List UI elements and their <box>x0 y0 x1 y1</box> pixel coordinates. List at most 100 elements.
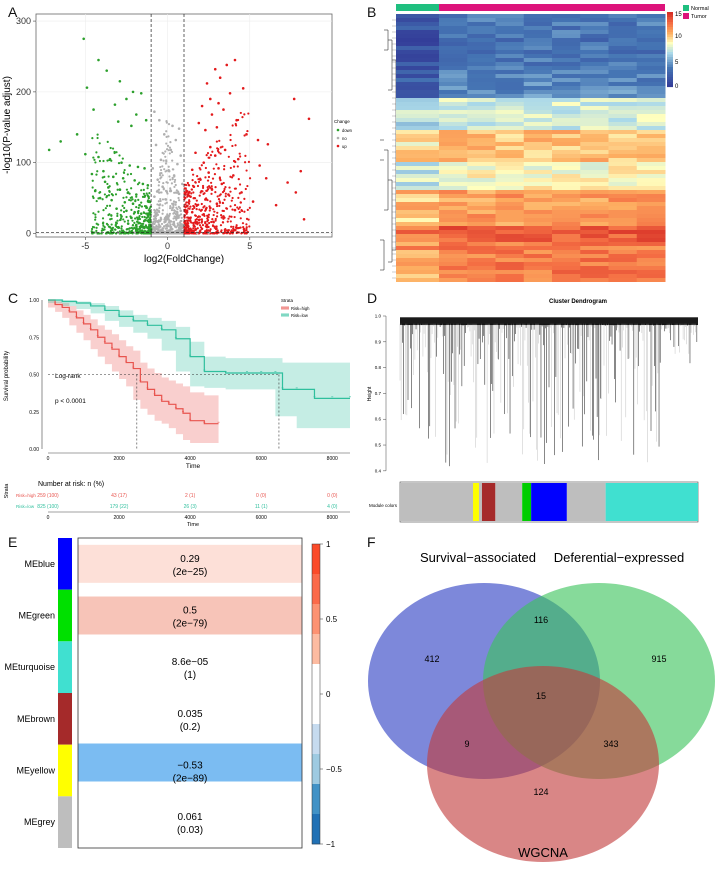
heatmap-tumor-cell <box>580 66 609 70</box>
volcano-point-up <box>213 210 216 213</box>
module-color-grey <box>495 483 523 521</box>
heatmap-tumor-cell <box>495 162 525 166</box>
heatmap-tumor-cell <box>467 78 496 82</box>
volcano-point-no <box>157 184 160 187</box>
volcano-point-up <box>218 200 221 203</box>
volcano-point-up <box>192 222 195 225</box>
volcano-point-down <box>137 198 140 202</box>
heatmap-tumor-cell <box>439 118 468 122</box>
volcano-point-up <box>213 225 216 228</box>
heatmap-tumor-cell <box>552 174 581 178</box>
volcano-point-up <box>201 223 205 227</box>
heatmap-tumor-cell <box>495 86 525 90</box>
heatmap-tumor-cell <box>580 26 609 30</box>
heatmap-tumor-cell <box>580 138 609 142</box>
heatmap-tumor-cell <box>467 222 496 226</box>
heatmap-tumor-cell <box>608 34 638 38</box>
heatmap-tumor-cell <box>439 258 468 262</box>
volcano-point-no <box>165 181 168 184</box>
volcano-point-up <box>210 192 213 195</box>
heatmap-tumor-cell <box>636 78 666 82</box>
volcano-point-down <box>91 186 94 189</box>
volcano-point-no <box>175 218 178 221</box>
heatmap-tumor-cell <box>467 234 496 238</box>
module-colorbar-step <box>312 814 320 845</box>
heatmap-tumor-cell <box>608 134 638 138</box>
heatmap-tumor-cell <box>580 14 609 18</box>
volcano-point-up <box>185 222 189 225</box>
volcano-point-up <box>302 218 306 221</box>
heatmap-tumor-cell <box>495 130 525 134</box>
volcano-point-up <box>198 215 202 218</box>
heatmap-normal-cell <box>396 74 439 78</box>
heatmap-tumor-cell <box>495 18 525 22</box>
volcano-point-down <box>133 210 136 214</box>
heatmap-tumor-cell <box>636 222 666 226</box>
volcano-point-no <box>179 229 182 233</box>
heatmap-tumor-cell <box>467 86 496 90</box>
heatmap-tumor-cell <box>608 110 638 114</box>
heatmap-tumor-cell <box>467 106 496 110</box>
heatmap-tumor-cell <box>580 242 609 246</box>
volcano-point-no <box>165 201 168 204</box>
volcano-point-no <box>161 185 164 189</box>
volcano-point-up <box>207 175 211 179</box>
volcano-point-up <box>200 221 203 224</box>
volcano-point-no <box>168 146 171 149</box>
heatmap-tumor-cell <box>523 22 553 26</box>
heatmap-tumor-cell <box>439 134 468 138</box>
heatmap-tumor-cell <box>467 134 496 138</box>
heatmap-tumor-cell <box>636 30 666 34</box>
volcano-point-no <box>171 124 174 128</box>
volcano-point-up <box>184 206 187 209</box>
heatmap-tumor-cell <box>636 242 666 246</box>
volcano-point-down <box>128 231 132 234</box>
volcano-point-up <box>235 224 238 227</box>
heatmap-tumor-cell <box>580 230 609 234</box>
volcano-point-down <box>94 161 97 164</box>
heatmap-tumor-cell <box>552 214 581 218</box>
heatmap-tumor-cell <box>495 126 525 130</box>
volcano-point-no <box>161 174 164 177</box>
volcano-point-no <box>170 150 174 154</box>
heatmap-tumor-cell <box>636 114 666 118</box>
heatmap-tumor-cell <box>523 34 553 38</box>
heatmap-tumor-cell <box>636 230 666 234</box>
heatmap-tumor-cell <box>523 130 553 134</box>
volcano-point-down <box>133 179 136 182</box>
volcano-point-down <box>144 118 148 122</box>
volcano-point-no <box>165 169 168 172</box>
volcano-point-up <box>190 168 194 172</box>
heatmap-tumor-cell <box>467 254 496 258</box>
heatmap-tumor-cell <box>580 126 609 130</box>
heatmap-tumor-cell <box>523 30 553 34</box>
volcano-point-up <box>219 146 222 149</box>
heatmap-tumor-cell <box>608 90 638 94</box>
heatmap-tumor-cell <box>495 246 525 250</box>
volcano-point-up <box>186 219 190 222</box>
module-colorbar-label: −0.5 <box>326 765 342 774</box>
heatmap-tumor-cell <box>636 206 666 210</box>
heatmap-tumor-cell <box>495 222 525 226</box>
heatmap-tumor-cell <box>636 146 666 150</box>
risk-table-cell: 26 (3) <box>184 504 197 510</box>
heatmap-tumor-cell <box>552 82 581 86</box>
heatmap-tumor-cell <box>580 178 609 182</box>
module-label: MEblue <box>24 559 55 569</box>
heatmap-tumor-cell <box>495 242 525 246</box>
volcano-point-down <box>117 161 121 165</box>
heatmap-normal-cell <box>396 14 439 18</box>
volcano-point-up <box>188 200 191 203</box>
volcano-point-up <box>227 193 230 196</box>
volcano-point-no <box>173 232 177 235</box>
volcano-point-up <box>233 203 237 207</box>
heatmap-tumor-cell <box>495 134 525 138</box>
volcano-point-up <box>194 218 197 222</box>
heatmap-normal-cell <box>396 190 439 194</box>
volcano-point-up <box>185 209 188 212</box>
heatmap-annot-legend-swatch <box>683 5 689 11</box>
volcano-point-down <box>127 219 130 222</box>
volcano-point-no <box>180 224 183 227</box>
heatmap-annot-legend-swatch <box>683 13 689 19</box>
volcano-point-no <box>167 149 170 152</box>
